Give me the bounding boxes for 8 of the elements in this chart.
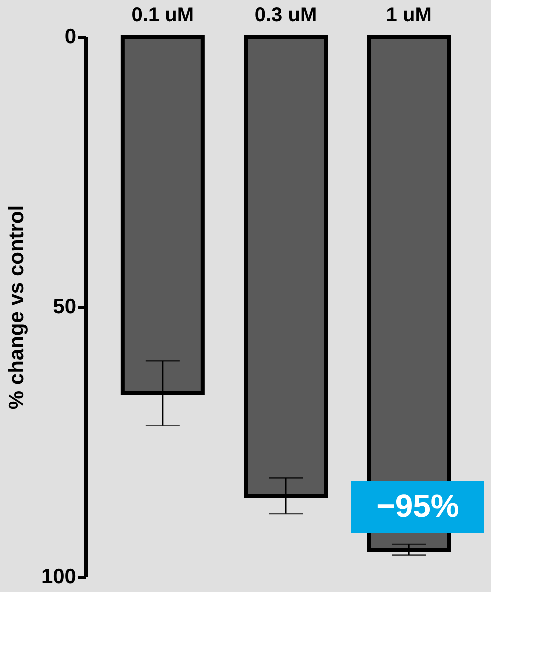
x-tick-label: 1 uM xyxy=(386,4,432,26)
x-tick-label: 0.1 uM xyxy=(132,4,194,26)
x-tick-label: 0.3 uM xyxy=(254,4,318,26)
y-tick-label: 100 xyxy=(41,566,76,588)
annotation: −95% xyxy=(376,488,460,524)
y-tick-label: 50 xyxy=(53,296,76,318)
y-tick-label: 0 xyxy=(64,26,76,48)
y-axis-title: % change vs control xyxy=(5,205,28,410)
